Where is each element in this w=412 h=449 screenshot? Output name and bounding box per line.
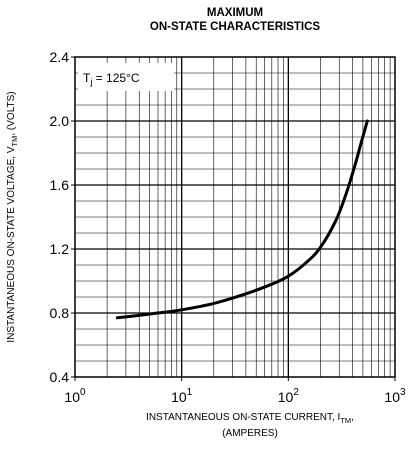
x-axis-label-units: (AMPERES): [222, 428, 278, 439]
y-tick-label: 0.4: [50, 369, 70, 385]
y-tick-label: 0.8: [50, 305, 70, 321]
x-tick-label: 100: [64, 387, 86, 405]
plot-frame: [74, 56, 396, 378]
x-axis-label: INSTANTANEOUS ON-STATE CURRENT, ITM,: [146, 412, 354, 425]
chart-title-line1: MAXIMUM: [207, 7, 263, 19]
chart-title-line2: ON-STATE CHARACTERISTICS: [150, 21, 320, 33]
temperature-annotation: Tj = 125°C: [83, 71, 140, 87]
y-tick-labels: 0.4 0.8 1.2 1.6 2.0 2.4: [50, 49, 75, 385]
y-tick-label: 2.0: [50, 113, 70, 129]
y-tick-label: 1.6: [50, 177, 70, 193]
x-tick-label: 103: [384, 387, 406, 405]
x-tick-label: 101: [171, 387, 193, 405]
annotation-background: [78, 63, 174, 91]
y-axis-label: INSTANTANEOUS ON-STATE VOLTAGE, VTM, (VO…: [6, 91, 19, 342]
minor-gridlines: [75, 57, 395, 377]
major-gridlines: [75, 57, 395, 377]
x-tick-label: 102: [278, 387, 300, 405]
y-tick-label: 2.4: [50, 49, 70, 65]
on-state-curve: [115, 119, 369, 320]
y-tick-label: 1.2: [50, 241, 70, 257]
x-tick-labels: 100 101 102 103: [64, 377, 406, 405]
